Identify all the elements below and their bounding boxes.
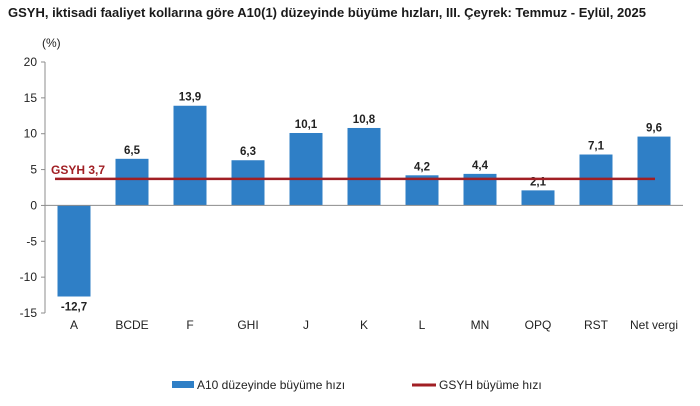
- bar-net-vergi: [637, 136, 671, 206]
- data-label: 4,2: [414, 161, 430, 173]
- y-tick-label: -15: [20, 306, 38, 320]
- data-label: -12,7: [61, 302, 87, 314]
- data-label: 13,9: [179, 92, 201, 104]
- x-tick-label: RST: [584, 318, 609, 332]
- y-tick-label: -10: [20, 270, 38, 284]
- y-tick-label: 20: [24, 55, 38, 69]
- legend-label-bars: A10 düzeyinde büyüme hızı: [197, 378, 345, 392]
- legend: A10 düzeyinde büyüme hızı GSYH büyüme hı…: [172, 378, 542, 392]
- y-tick-label: 0: [30, 198, 37, 212]
- y-axis: -15 -10 -5 0 5 10 15 20: [20, 55, 46, 320]
- data-label: 9,6: [646, 123, 662, 135]
- gsyh-reference: GSYH 3,7: [51, 163, 655, 181]
- bar-a: [57, 205, 91, 297]
- x-tick-label: L: [419, 318, 426, 332]
- y-tick-label: -5: [26, 234, 37, 248]
- data-label: 6,5: [124, 145, 141, 157]
- data-label: 6,3: [240, 146, 256, 158]
- bar-ghi: [231, 160, 265, 206]
- bars: -12,76,513,96,310,1 10,84,2 4,42,17,19,6: [57, 92, 671, 314]
- x-tick-label: MN: [471, 318, 490, 332]
- x-tick-label: OPQ: [525, 318, 552, 332]
- x-tick-label: J: [303, 318, 309, 332]
- bar-f: [173, 105, 207, 206]
- x-tick-label: A: [70, 318, 78, 332]
- data-label: 7,1: [588, 141, 605, 153]
- y-axis-label: (%): [42, 36, 61, 50]
- bar-l: [405, 175, 439, 206]
- x-axis: A BCDE F GHI J K L MN OPQ RST Net vergi: [45, 204, 683, 332]
- legend-label-line: GSYH büyüme hızı: [439, 378, 542, 392]
- chart-title: GSYH, iktisadi faaliyet kollarına göre A…: [8, 5, 646, 20]
- y-tick-label: 15: [24, 91, 38, 105]
- x-tick-label: K: [360, 318, 368, 332]
- data-label: 10,8: [353, 114, 376, 126]
- data-label: 4,4: [472, 160, 489, 172]
- y-tick-label: 5: [30, 163, 37, 177]
- x-tick-label: BCDE: [115, 318, 148, 332]
- y-tick-label: 10: [24, 127, 38, 141]
- gsyh-line-label: GSYH 3,7: [51, 163, 105, 177]
- data-label: 10,1: [295, 119, 318, 131]
- x-tick-label: GHI: [237, 318, 258, 332]
- x-tick-label: F: [186, 318, 193, 332]
- bar-bcde: [115, 158, 149, 206]
- bar-j: [289, 132, 323, 206]
- bar-k: [347, 127, 381, 206]
- legend-swatch-bars: [172, 381, 194, 388]
- bar-opq: [521, 190, 555, 206]
- x-tick-label: Net vergi: [630, 318, 678, 332]
